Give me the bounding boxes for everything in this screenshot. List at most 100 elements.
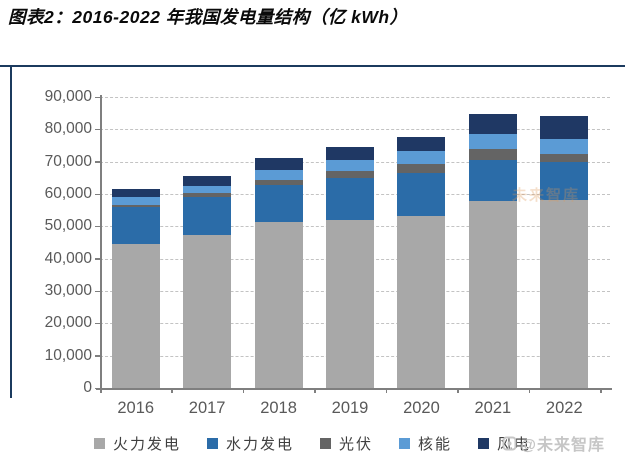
x-axis-tick — [457, 388, 459, 393]
y-axis-label: 0 — [83, 379, 92, 396]
watermark-text: @未来智库 — [520, 437, 605, 454]
bar-segment-风电 — [468, 113, 517, 134]
bar-segment-风电 — [540, 116, 589, 140]
x-axis-label: 2016 — [117, 399, 155, 417]
bar-segment-核能 — [540, 139, 589, 154]
bar-segment-光伏 — [183, 193, 232, 197]
stacked-bar-2018 — [254, 158, 303, 388]
y-axis-tick — [95, 193, 100, 195]
inline-watermark: 未来智库 — [512, 187, 581, 204]
legend-label: 水力发电 — [225, 436, 294, 453]
y-axis-label: 70,000 — [44, 152, 92, 170]
stacked-bar-2019 — [326, 146, 374, 388]
bar-segment-火力发电 — [468, 201, 517, 388]
legend-label: 核能 — [418, 436, 453, 453]
bar-segment-核能 — [397, 151, 446, 164]
bar-segment-风电 — [254, 158, 303, 171]
stacked-bar-2022 — [540, 116, 589, 388]
bar-segment-核能 — [326, 160, 374, 172]
bar-segment-光伏 — [326, 171, 374, 179]
x-axis-tick — [600, 388, 602, 393]
bar-segment-光伏 — [468, 149, 517, 161]
legend-item-光伏: 光伏 — [319, 433, 373, 454]
gridline — [100, 129, 610, 131]
legend-item-火力发电: 火力发电 — [93, 433, 181, 454]
legend-swatch-icon — [206, 438, 218, 449]
y-axis-label: 30,000 — [44, 282, 92, 299]
x-axis-tick — [171, 388, 173, 393]
bar-segment-火力发电 — [540, 199, 589, 388]
stacked-bar-2016 — [111, 189, 160, 388]
legend-item-水力发电: 水力发电 — [206, 433, 294, 454]
x-axis-line — [96, 388, 612, 390]
y-axis-tick — [95, 128, 100, 131]
y-axis-label: 40,000 — [44, 249, 92, 267]
stacked-bar-2021 — [468, 113, 517, 388]
bar-segment-水力发电 — [183, 196, 232, 236]
y-axis-tick — [95, 258, 100, 260]
x-axis-tick — [385, 388, 388, 393]
bar-segment-核能 — [183, 185, 232, 194]
bar-segment-水力发电 — [540, 162, 589, 200]
x-axis-label: 2017 — [188, 399, 226, 417]
legend-label: 火力发电 — [112, 436, 181, 453]
x-axis-label: 2020 — [403, 399, 440, 417]
legend-swatch-icon — [93, 438, 105, 449]
legend-label: 光伏 — [338, 436, 373, 453]
stacked-bar-2020 — [397, 137, 446, 388]
y-axis-tick — [95, 322, 100, 325]
y-axis-label: 80,000 — [44, 120, 92, 138]
x-axis-tick — [528, 388, 531, 393]
watermark-logo-icon — [502, 436, 517, 450]
bar-segment-火力发电 — [183, 235, 232, 388]
y-axis-label: 20,000 — [44, 314, 92, 332]
watermark-badge: @未来智库 — [502, 431, 605, 455]
bar-segment-光伏 — [397, 163, 446, 174]
x-axis-label: 2019 — [331, 399, 369, 417]
bar-segment-火力发电 — [326, 220, 374, 388]
y-axis-label: 50,000 — [44, 217, 92, 235]
bar-segment-水力发电 — [397, 173, 446, 216]
bar-segment-光伏 — [540, 153, 589, 163]
legend-swatch-icon — [319, 438, 331, 449]
stacked-bar-2017 — [183, 175, 232, 388]
bar-segment-核能 — [468, 133, 517, 150]
bar-segment-风电 — [183, 175, 232, 186]
x-axis-label: 2022 — [545, 399, 583, 417]
bar-segment-核能 — [254, 170, 303, 180]
bar-segment-光伏 — [111, 205, 160, 208]
x-axis-label: 2021 — [474, 399, 512, 417]
legend-swatch-icon — [399, 438, 410, 449]
y-axis-tick — [95, 225, 100, 228]
top-border-rule — [0, 65, 625, 67]
bar-segment-水力发电 — [326, 178, 374, 221]
x-axis-tick — [314, 388, 316, 393]
bar-segment-风电 — [397, 137, 446, 152]
bar-segment-风电 — [111, 189, 160, 198]
y-axis-tick — [95, 161, 100, 163]
gridline — [100, 97, 610, 98]
y-axis-line — [100, 95, 102, 393]
chart-legend: 火力发电 水力发电 光伏 核能 风电 — [0, 433, 625, 454]
bar-segment-核能 — [111, 197, 160, 206]
bar-segment-水力发电 — [111, 207, 160, 245]
y-axis-label: 60,000 — [44, 185, 92, 202]
legend-item-核能: 核能 — [399, 433, 452, 454]
y-axis-tick — [95, 290, 100, 292]
x-axis-tick — [242, 388, 245, 393]
bar-segment-风电 — [326, 146, 374, 161]
bar-segment-火力发电 — [111, 244, 160, 388]
y-axis-tick — [95, 96, 100, 98]
bar-segment-水力发电 — [254, 184, 303, 223]
bar-segment-火力发电 — [254, 222, 303, 388]
legend-swatch-icon — [478, 438, 490, 449]
chart-title: 图表2：2016-2022 年我国发电量结构（亿 kWh） — [8, 7, 408, 27]
y-axis-label: 90,000 — [44, 88, 92, 105]
bar-segment-光伏 — [254, 179, 303, 185]
y-axis-label: 10,000 — [44, 346, 92, 364]
x-axis-label: 2018 — [260, 399, 297, 417]
y-axis-tick — [95, 355, 100, 357]
left-border-rule — [10, 65, 12, 398]
